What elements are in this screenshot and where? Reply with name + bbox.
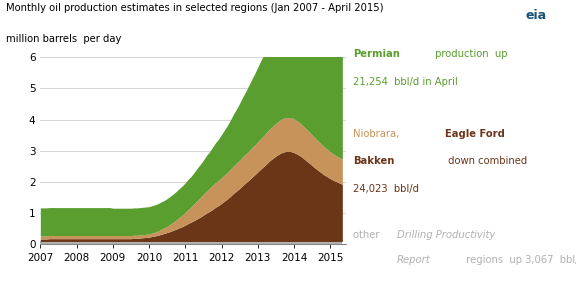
Text: Eagle Ford: Eagle Ford [445,129,505,139]
Text: Permian: Permian [353,49,400,59]
Text: production  up: production up [431,49,507,59]
Text: Bakken: Bakken [353,156,394,166]
Text: down combined: down combined [445,156,527,166]
Text: regions  up 3,067  bbl/d: regions up 3,067 bbl/d [460,255,576,265]
Text: million barrels  per day: million barrels per day [6,34,121,44]
Text: Niobrara,: Niobrara, [353,129,402,139]
Text: other: other [353,230,385,240]
Text: Monthly oil production estimates in selected regions (Jan 2007 - April 2015): Monthly oil production estimates in sele… [6,3,383,13]
Text: 24,023  bbl/d: 24,023 bbl/d [353,184,419,194]
Text: 21,254  bbl/d in April: 21,254 bbl/d in April [353,77,457,88]
Text: eia: eia [525,9,546,22]
Text: Report: Report [397,255,430,265]
Text: Drilling Productivity: Drilling Productivity [397,230,495,240]
